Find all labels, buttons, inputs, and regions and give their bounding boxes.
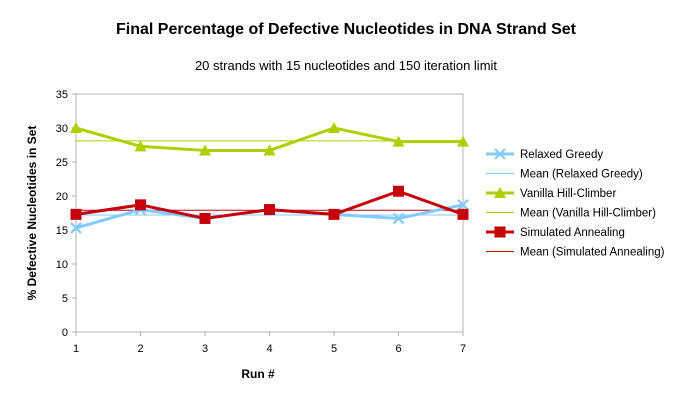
x-tick-label: 5 (331, 343, 337, 355)
x-tick-label: 4 (266, 343, 272, 355)
y-axis: 0 5 10 15 20 25 30 35 (56, 89, 76, 339)
x-tick-label: 2 (137, 343, 143, 355)
legend-marker (494, 148, 506, 160)
chart-subtitle: 20 strands with 15 nucleotides and 150 i… (195, 58, 497, 73)
x-tick-label: 3 (202, 343, 208, 355)
y-tick-label: 25 (56, 157, 68, 169)
data-point (457, 199, 469, 211)
y-tick-label: 20 (56, 191, 68, 203)
legend-marker (494, 187, 506, 198)
data-point (70, 222, 82, 234)
data-point (392, 212, 405, 225)
data-point (328, 122, 340, 133)
y-tick-label: 30 (56, 123, 68, 135)
data-point (457, 135, 469, 147)
legend-entry: Mean (Relaxed Greedy) (486, 169, 643, 181)
data-point (263, 144, 276, 156)
data-point (328, 208, 340, 220)
legend-marker (494, 226, 506, 238)
data-point (199, 144, 211, 156)
y-tick-label: 15 (56, 225, 68, 237)
y-tick-label: 35 (56, 89, 68, 101)
x-axis-label: Run # (241, 367, 275, 381)
legend-entry: Mean (Vanilla Hill-Climber) (486, 208, 656, 220)
legend-label: Simulated Annealing (520, 227, 625, 239)
legend-entry: Vanilla Hill-Climber (486, 187, 616, 200)
legend-entry: Mean (Simulated Annealing) (486, 247, 665, 259)
y-tick-label: 10 (56, 259, 68, 271)
x-tick-label: 7 (460, 343, 466, 355)
data-point (264, 204, 275, 216)
legend-entry: Simulated Annealing (486, 226, 625, 239)
legend-label: Relaxed Greedy (520, 149, 603, 161)
x-tick-label: 1 (73, 343, 79, 355)
data-point (134, 140, 147, 152)
series-layer (70, 122, 469, 234)
data-point (457, 208, 469, 220)
data-point (70, 208, 82, 220)
data-point (393, 185, 404, 197)
y-axis-label: % Defective Nucleotides in Set (25, 126, 39, 301)
x-tick-label: 6 (395, 343, 401, 355)
data-point (199, 212, 211, 224)
data-point (135, 199, 146, 211)
y-tick-label: 0 (62, 327, 68, 339)
y-tick-label: 5 (62, 293, 68, 305)
legend-label: Mean (Relaxed Greedy) (520, 169, 643, 181)
x-axis: 1 2 3 4 5 6 7 (73, 332, 466, 355)
legend-label: Mean (Vanilla Hill-Climber) (520, 208, 656, 220)
legend-label: Mean (Simulated Annealing) (520, 247, 665, 259)
data-point (392, 135, 405, 147)
data-point (70, 122, 82, 133)
legend-entry: Relaxed Greedy (486, 148, 603, 161)
legend: Relaxed Greedy Mean (Relaxed Greedy) Vanil… (486, 148, 665, 259)
legend-label: Vanilla Hill-Climber (520, 188, 616, 200)
chart-title: Final Percentage of Defective Nucleotide… (116, 21, 577, 38)
